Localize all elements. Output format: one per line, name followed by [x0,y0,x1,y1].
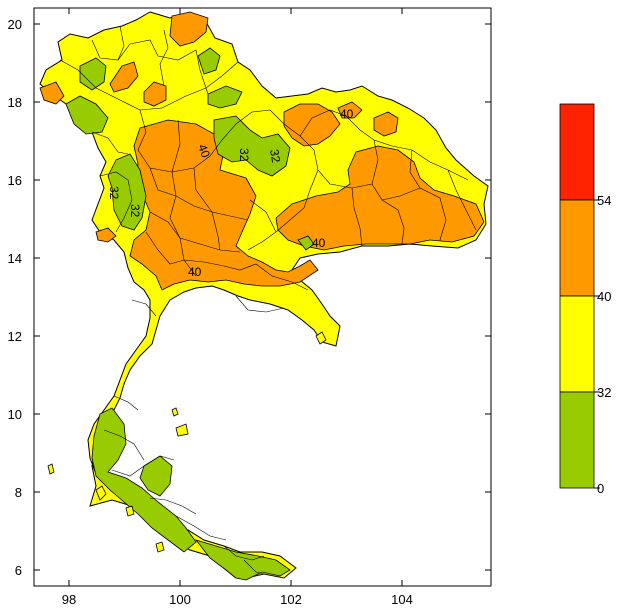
boundary-line [175,515,227,541]
legend-label-32: 32 [597,385,611,400]
boundary-line [193,167,221,251]
legend-label-40: 40 [597,289,611,304]
island-outline [95,485,107,501]
legend-label-54: 54 [597,193,611,208]
boundary-line [371,139,379,185]
orange-north-blob-1 [169,11,209,47]
contour-label-40: 40 [312,236,326,250]
boundary-line [223,545,265,561]
island-outline [125,505,135,517]
green-south-west [91,407,197,553]
boundary-line [381,187,421,201]
boundary-line [103,429,145,461]
legend-band-red [559,103,595,201]
boundary-line [195,49,209,95]
boundary-line [111,455,175,477]
green-central-north [213,115,291,177]
green-north-4 [207,85,243,109]
boundary-line [131,299,157,317]
y-tick-label: 6 [15,563,22,578]
boundary-line [117,25,125,61]
contour-label-40: 40 [188,265,202,279]
orange-east-fill [275,145,485,251]
island-outline [155,541,165,553]
x-tick-label: 98 [62,592,76,607]
orange-northeast-fill [283,103,341,147]
orange-regions [39,11,485,291]
boundary-line [447,169,477,231]
x-tick-label: 102 [280,592,302,607]
legend-band-orange [559,199,595,297]
x-tick-label: 100 [169,592,191,607]
y-tick-labels: 6 8 10 12 14 16 18 20 [8,17,22,578]
legend-band-yellow [559,295,595,393]
legend-label-0: 0 [597,481,604,496]
y-axis [34,23,491,571]
green-north-3 [197,47,221,75]
y-tick-label: 18 [8,95,22,110]
contour-label-40: 40 [340,107,354,121]
legend-colorbar: 54 40 32 0 [559,103,611,496]
y-tick-label: 8 [15,485,22,500]
boundary-line [91,131,129,155]
boundary-line [249,199,277,233]
boundary-line [255,263,309,291]
contour-labels: 40 40 40 40 32 32 32 32 [107,107,354,279]
boundary-line [269,109,373,189]
contour-label-32: 32 [107,186,121,200]
y-tick-label: 14 [8,251,22,266]
x-axis [68,8,403,586]
island-outline [171,407,179,417]
green-north-1 [79,57,107,91]
x-tick-labels: 98 100 102 104 [62,592,413,607]
boundary-line [171,119,181,173]
contour-label-32: 32 [237,148,251,162]
green-regions [65,47,315,581]
contour-label-40: 40 [195,142,213,160]
boundary-line [159,29,169,87]
contour-label-32: 32 [267,148,283,164]
y-tick-label: 16 [8,173,22,188]
y-tick-label: 20 [8,17,22,32]
boundary-line [235,295,285,313]
orange-central-fill [129,119,319,291]
island-outline [315,331,327,345]
boundary-line [113,395,139,411]
province-boundaries [59,25,477,575]
island-outline [175,423,189,437]
boundary-line [149,497,197,515]
orange-east-blob-1 [373,111,399,137]
y-tick-label: 10 [8,407,22,422]
boundary-line [91,39,197,61]
contour-label-32: 32 [128,204,142,218]
green-east-small [297,235,315,251]
boundary-line [145,231,257,271]
boundary-line [247,169,319,251]
boundary-line [351,187,363,247]
islands [47,331,327,553]
orange-east-blob-2 [337,101,363,119]
boundary-line [243,559,265,575]
green-south-mid [139,455,173,497]
y-tick-label: 12 [8,329,22,344]
x-tick-label: 104 [391,592,413,607]
boundary-line [59,59,239,111]
orange-north-blob-4 [39,81,65,105]
orange-north-blob-3 [109,61,139,93]
legend-band-green [559,391,595,489]
orange-north-blob-2 [143,81,167,107]
boundary-line [409,149,447,241]
boundary-line [149,167,249,221]
green-north-2 [65,95,109,135]
green-south-tip [194,539,291,581]
boundary-line [371,183,405,245]
boundary-line [99,171,133,233]
island-outline [47,463,55,475]
boundary-line [149,211,197,277]
orange-west-blob [95,227,117,243]
